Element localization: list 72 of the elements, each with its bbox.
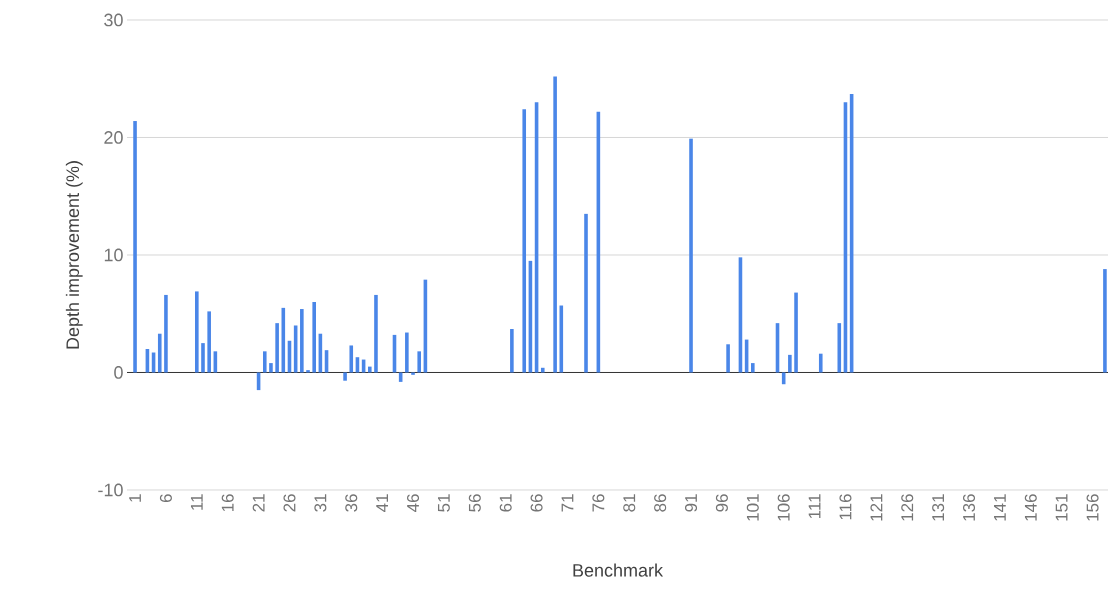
x-tick-label: 71 [561, 494, 574, 512]
x-tick-label: 36 [345, 494, 358, 512]
x-tick-label: 86 [654, 494, 667, 512]
x-tick-label: 61 [499, 494, 512, 512]
x-tick-label: 16 [221, 494, 234, 512]
x-tick-label: 101 [746, 494, 759, 521]
bar [262, 351, 267, 373]
x-tick-label: 141 [994, 494, 1006, 521]
x-tick-label: 6 [159, 494, 172, 503]
x-tick-label: 51 [437, 494, 450, 512]
bar [201, 343, 205, 373]
x-tick-label: 21 [252, 494, 265, 512]
bar [540, 367, 545, 373]
bar [312, 301, 316, 373]
bar [275, 323, 279, 373]
x-tick-label: 81 [623, 494, 636, 512]
bar [726, 344, 730, 373]
bar [195, 291, 199, 373]
x-tick-label: 156 [1086, 494, 1099, 521]
x-tick-label: 66 [530, 494, 543, 512]
y-tick-label: 20 [104, 131, 123, 144]
y-axis-title: Depth improvement (%) [65, 161, 83, 349]
bar [157, 333, 162, 373]
bar [559, 305, 564, 373]
y-tick-label: 10 [104, 248, 123, 262]
x-tick-label: 121 [870, 494, 883, 521]
x-tick-label: 106 [777, 494, 790, 521]
bar [417, 351, 422, 373]
y-tick-label: 30 [104, 13, 123, 27]
x-tick-label: 146 [1024, 494, 1037, 521]
x-tick-label: 116 [839, 494, 852, 520]
x-tick-label: 151 [1055, 494, 1068, 521]
bar [300, 309, 304, 373]
bar [788, 354, 792, 373]
x-tick-label: 96 [715, 494, 728, 512]
bar [689, 138, 693, 373]
bar [269, 363, 273, 373]
x-tick-label: 136 [962, 494, 976, 521]
bar [1103, 269, 1107, 373]
bar [343, 372, 347, 381]
bar [367, 366, 372, 373]
bar [374, 294, 378, 373]
x-tick-label: 76 [592, 494, 605, 512]
x-tick-label: 1 [129, 494, 141, 502]
bar [794, 292, 798, 373]
x-tick-label: 31 [314, 494, 327, 512]
x-tick-label: 46 [407, 494, 420, 513]
bar [751, 363, 755, 373]
bar [837, 323, 842, 373]
bar [207, 311, 211, 373]
bar [405, 332, 409, 373]
x-tick-label: 111 [808, 494, 821, 519]
bar [411, 372, 415, 375]
bar [510, 329, 514, 373]
y-tick-label: -10 [98, 483, 123, 497]
bar [349, 345, 354, 373]
x-tick-label: 41 [376, 494, 388, 513]
y-tick-label: 0 [114, 366, 123, 379]
x-tick-label: 126 [901, 494, 914, 521]
bar [522, 109, 527, 373]
x-tick-label: 91 [685, 494, 698, 512]
x-tick-label: 131 [932, 494, 945, 521]
x-tick-label: 56 [468, 494, 481, 512]
bar [584, 213, 588, 373]
bar [818, 353, 823, 373]
x-tick-label: 11 [190, 494, 203, 510]
bar [306, 370, 310, 373]
bar [553, 76, 557, 373]
bar [164, 294, 168, 373]
bar [133, 121, 137, 373]
x-tick-label: 26 [283, 494, 296, 512]
x-axis-title: Benchmark [573, 563, 664, 577]
